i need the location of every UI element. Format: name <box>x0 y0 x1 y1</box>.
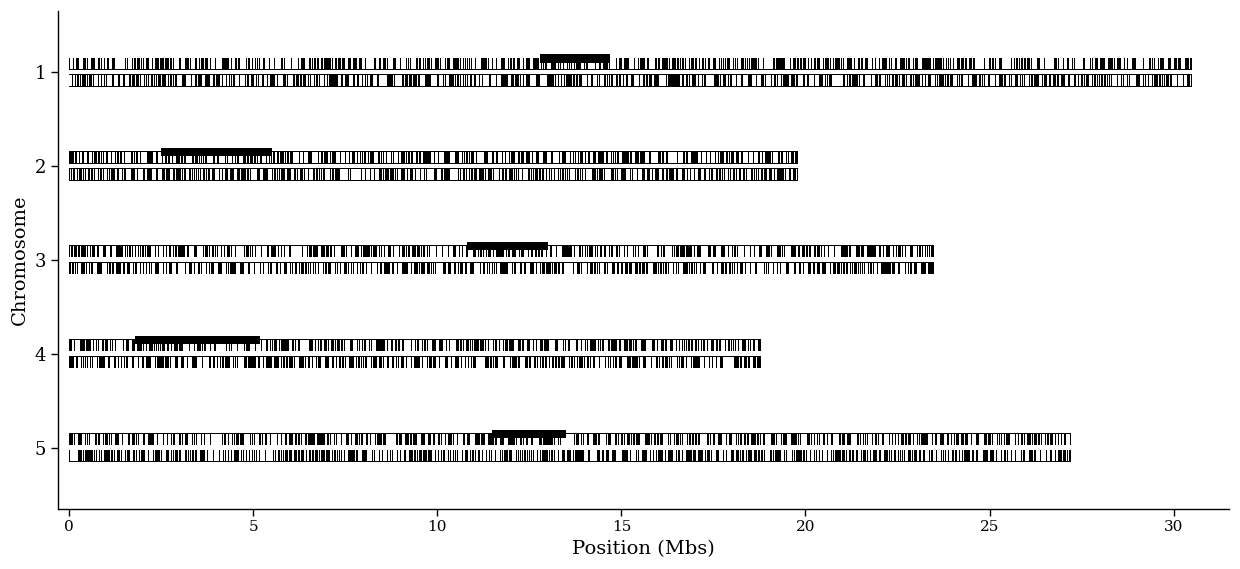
Bar <box>161 148 272 156</box>
Bar <box>69 245 934 258</box>
Bar <box>466 242 548 250</box>
Y-axis label: Chromosome: Chromosome <box>11 195 29 325</box>
Bar <box>69 262 934 274</box>
Bar <box>69 57 1192 70</box>
Bar <box>135 336 260 344</box>
Bar <box>69 75 1192 86</box>
Bar <box>69 450 1070 462</box>
Bar <box>69 168 799 180</box>
Bar <box>541 54 610 63</box>
Bar <box>69 356 761 368</box>
Bar <box>492 430 567 438</box>
X-axis label: Position (Mbs): Position (Mbs) <box>572 540 714 558</box>
Bar <box>69 151 799 164</box>
Bar <box>69 433 1070 445</box>
Bar <box>69 339 761 351</box>
